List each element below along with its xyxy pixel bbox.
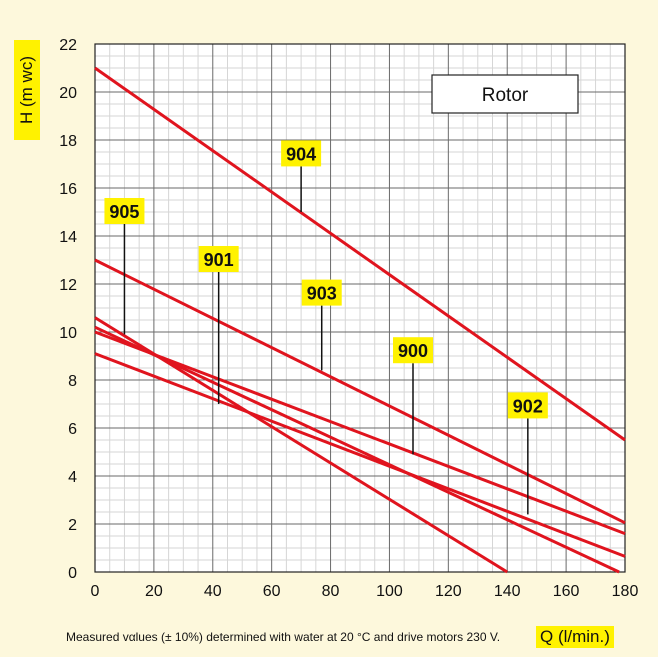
plot-frame	[94, 43, 626, 573]
series-line-903	[94, 258, 626, 525]
callout-box-902	[507, 392, 548, 419]
legend-box	[431, 74, 579, 114]
measurement-footnote: Measured vαlues (± 10%) determined with …	[66, 630, 501, 644]
legend-box-label: Rotor	[482, 85, 529, 106]
callout-box-903	[301, 279, 342, 306]
y-tick-label: 14	[59, 229, 77, 246]
callout-box-900	[393, 337, 433, 364]
series-line-901	[94, 325, 620, 574]
y-tick-label: 22	[59, 37, 77, 54]
y-tick-label: 10	[59, 325, 77, 342]
callout-label-902: 902	[513, 396, 543, 416]
series-line-900	[94, 330, 626, 536]
y-tick-label: 2	[68, 517, 77, 534]
callout-label-900: 900	[398, 341, 428, 361]
x-tick-label: 0	[91, 583, 100, 600]
x-tick-label: 60	[263, 583, 281, 600]
y-tick-label: 0	[68, 565, 77, 582]
callout-label-903: 903	[307, 284, 337, 304]
x-tick-label: 160	[553, 583, 580, 600]
y-tick-label: 6	[68, 421, 77, 438]
callout-label-901: 901	[204, 250, 234, 270]
series-line-904	[94, 66, 626, 442]
y-axis-label: H (m wc)	[14, 40, 40, 140]
callout-box-905	[104, 198, 145, 224]
callout-label-905: 905	[109, 202, 139, 222]
series-line-905	[94, 316, 509, 574]
y-tick-label: 20	[59, 85, 77, 102]
callout-box-904	[281, 140, 322, 167]
y-tick-label: 18	[59, 133, 77, 150]
y-tick-label: 8	[68, 373, 77, 390]
x-tick-label: 120	[435, 583, 462, 600]
y-tick-label: 4	[68, 469, 77, 486]
x-tick-label: 100	[376, 583, 403, 600]
x-tick-label: 80	[322, 583, 340, 600]
callout-label-904: 904	[286, 144, 316, 164]
minor-grid	[95, 44, 625, 572]
series-line-902	[94, 352, 626, 558]
y-tick-label: 12	[59, 277, 77, 294]
x-tick-label: 20	[145, 583, 163, 600]
x-tick-label: 40	[204, 583, 222, 600]
x-tick-label: 140	[494, 583, 521, 600]
y-tick-label: 16	[59, 181, 77, 198]
callout-box-901	[198, 246, 239, 272]
x-tick-label: 180	[612, 583, 639, 600]
x-axis-label: Q (l/min.)	[536, 626, 614, 648]
